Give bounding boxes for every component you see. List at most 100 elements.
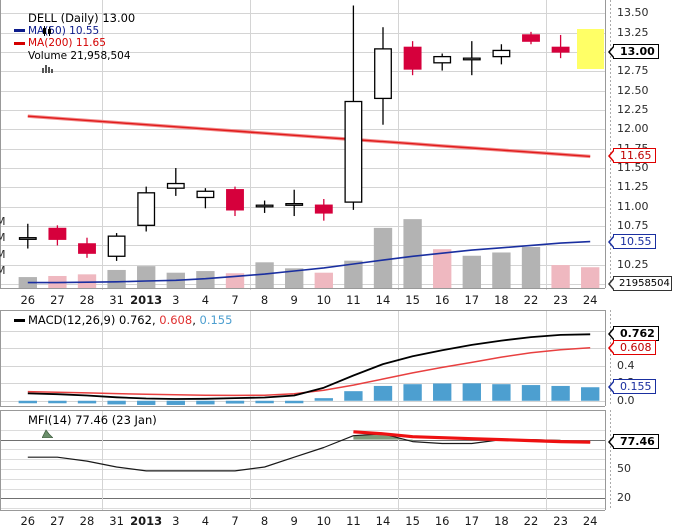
x-axis-tick-price: 7 [231, 293, 239, 307]
line-swatch-black-icon [14, 318, 25, 322]
candlestick [522, 31, 540, 45]
x-axis-tick-mfi: 4 [201, 514, 210, 528]
price-axis-tick: 12.50 [617, 83, 649, 97]
ma50-line [27, 240, 591, 284]
x-axis-tick-mfi: 17 [464, 514, 480, 528]
candlestick [18, 223, 37, 249]
flag-pointer-icon [608, 340, 615, 355]
x-axis-tick-mfi: 11 [346, 514, 361, 528]
macd-histogram-bar [492, 384, 511, 401]
candle-body [226, 189, 244, 211]
bars-icon [14, 51, 53, 74]
x-axis-tick-price: 31 [109, 293, 124, 307]
x-axis-tick-mfi: 24 [582, 514, 598, 528]
candle-body [196, 190, 215, 199]
candlestick [226, 186, 244, 217]
volume-axis-tick: M [0, 247, 6, 261]
ma200-label: MA(200) 11.65 [28, 37, 106, 49]
volume-bar [285, 268, 304, 288]
mfi-axis-tick: 20 [617, 491, 631, 505]
price-axis-tick: 12.75 [617, 64, 649, 78]
flag-pointer-icon [608, 327, 615, 342]
macd-prefix: MACD(12,26,9) [28, 313, 119, 327]
candlestick [255, 200, 274, 213]
symbol-title: DELL (Daily) 13.00 [28, 11, 136, 25]
x-axis-tick-price: 11 [346, 293, 361, 307]
candle-body [166, 182, 185, 189]
x-axis-tick-mfi: 27 [50, 514, 65, 528]
volume-axis-tick: M [0, 214, 6, 228]
volume-axis-tick: M [0, 231, 6, 245]
ma50-value-flag: 10.55 [608, 233, 656, 249]
volume-value-flag-text: 21958504 [619, 278, 670, 289]
price-axis-tick: 11.00 [617, 199, 649, 213]
volume-bar [196, 271, 215, 288]
macd-histogram-bar [107, 400, 126, 405]
macd-histogram-bar [255, 400, 274, 404]
macd-value-flag-text: 0.762 [620, 327, 655, 341]
flag-pointer-icon [608, 234, 615, 249]
macd-histogram-bar [166, 400, 185, 405]
x-axis-tick-mfi: 28 [79, 514, 95, 528]
mfi-overbought-fill [353, 433, 413, 442]
candlestick [285, 189, 304, 217]
macd-histogram-bar [344, 391, 363, 401]
flag-pointer-icon [608, 44, 615, 59]
candle-body [462, 57, 481, 61]
x-axis-tick-mfi: 8 [260, 514, 269, 528]
volume-axis-tick: M [0, 264, 6, 278]
candle-body [314, 204, 333, 214]
candle-body [492, 49, 511, 58]
legend-row-volume[interactable]: Volume 21,958,504 [14, 49, 135, 74]
volume-bar [403, 219, 422, 288]
volume-bar [551, 265, 570, 288]
candle-body [18, 237, 37, 240]
mountain-icon [14, 415, 54, 439]
legend-row-macd[interactable]: MACD(12,26,9) 0.762 , 0.608 , 0.155 [14, 314, 232, 327]
macd-histogram-bar [285, 400, 304, 404]
x-axis-tick-price: 23 [553, 293, 568, 307]
x-axis-tick-price: 18 [494, 293, 509, 307]
candlestick [433, 53, 452, 71]
candle-body [374, 48, 392, 100]
candlestick [196, 188, 215, 209]
macd-axis-tick: 0.4 [617, 358, 635, 372]
mfi-panel [0, 410, 690, 531]
x-axis-tick-price: 2013 [130, 293, 163, 307]
x-axis-tick-price: 24 [582, 293, 598, 307]
candlestick [344, 5, 363, 210]
last-price-flag-text: 13.00 [620, 44, 655, 58]
candlestick [78, 237, 96, 258]
candlestick [403, 41, 422, 76]
candlestick-icon [14, 13, 51, 36]
flag-pointer-icon [608, 380, 615, 395]
x-axis-tick-price: 26 [20, 293, 36, 307]
x-axis-tick-price: 10 [316, 293, 332, 307]
x-axis-tick-price: 15 [405, 293, 420, 307]
volume-bar [107, 269, 126, 288]
last-price-flag: 13.00 [608, 43, 659, 59]
x-axis-tick-price: 9 [290, 293, 298, 307]
legend-row-ma200[interactable]: MA(200) 11.65 [14, 37, 135, 50]
macd-axis-tick: 0.0 [617, 393, 635, 407]
mfi-value-flag-text: 77.46 [620, 435, 655, 449]
macd-histogram-bar [137, 400, 156, 405]
volume-bar [344, 260, 363, 288]
flag-pointer-icon [608, 277, 615, 291]
line-swatch-red-icon [14, 41, 25, 45]
legend-row-mfi[interactable]: MFI(14) 77.46 (23 Jan) [14, 414, 157, 439]
candlestick [48, 225, 67, 246]
macd-hist-value-flag-text: 0.155 [620, 380, 652, 394]
ma50-label: MA(50) 10.55 [28, 24, 100, 37]
volume-label: Volume 21,958,504 [28, 49, 131, 62]
price-axis-tick: 12.00 [617, 122, 649, 136]
flag-pointer-icon [608, 435, 615, 450]
candle-body [48, 227, 67, 240]
last-bar-highlight [576, 28, 604, 69]
legend-row-ma50[interactable]: MA(50) 10.55 [14, 25, 135, 38]
macd-hist-value: 0.155 [199, 313, 233, 327]
price-axis-tick: 12.25 [617, 103, 649, 117]
price-axis-tick: 11.50 [617, 161, 649, 175]
x-axis-tick-price: 22 [523, 293, 539, 307]
x-axis-tick-mfi: 23 [553, 514, 568, 528]
